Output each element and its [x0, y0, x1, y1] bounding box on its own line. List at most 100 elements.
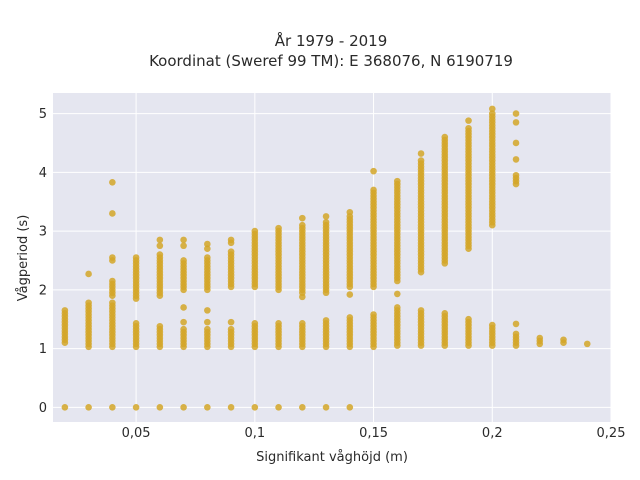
data-point [417, 157, 425, 164]
data-point [180, 242, 187, 250]
data-point [583, 340, 591, 348]
data-point [488, 321, 496, 329]
data-point [85, 299, 92, 307]
data-point [85, 270, 92, 278]
chart-title: År 1979 - 2019 [275, 31, 388, 50]
data-point [109, 254, 116, 261]
data-point [536, 334, 544, 342]
data-point [251, 320, 259, 327]
data-point [488, 105, 496, 113]
x-tick-label: 0,2 [482, 426, 503, 441]
chart-subtitle: Koordinat (Sweref 99 TM): E 368076, N 61… [149, 52, 513, 70]
y-tick-label: 4 [39, 166, 47, 181]
data-point [370, 311, 377, 318]
data-point [180, 318, 187, 326]
data-point [465, 315, 472, 323]
data-point [560, 336, 567, 344]
data-point [132, 320, 140, 327]
data-point [204, 254, 211, 261]
data-point [109, 210, 116, 217]
plot-area [53, 93, 611, 422]
data-point [393, 304, 401, 311]
data-point [417, 307, 425, 314]
data-point [109, 179, 116, 186]
y-tick-label: 0 [39, 401, 47, 416]
data-point [156, 236, 164, 244]
data-point [204, 325, 211, 333]
data-point [299, 221, 306, 229]
data-point [132, 404, 140, 411]
data-point [227, 404, 235, 411]
data-point [299, 320, 306, 327]
data-point [299, 404, 306, 411]
data-point [417, 150, 425, 157]
data-point [275, 404, 282, 411]
data-point [275, 224, 282, 232]
data-point [322, 317, 330, 324]
data-point [512, 330, 520, 338]
data-point [393, 290, 401, 298]
data-point [512, 156, 520, 163]
data-point [180, 257, 187, 264]
data-point [180, 404, 187, 411]
data-point [156, 322, 164, 330]
data-point [512, 119, 520, 126]
data-point [322, 218, 330, 226]
data-point [204, 245, 211, 252]
data-point [441, 310, 449, 317]
data-point [109, 404, 116, 411]
y-tick-label: 5 [39, 107, 47, 122]
data-point [204, 240, 211, 248]
data-point [512, 139, 520, 147]
data-point [204, 318, 211, 326]
data-point [465, 117, 472, 124]
data-point [156, 404, 164, 411]
data-point [109, 277, 116, 285]
data-point [346, 314, 354, 321]
data-point [393, 177, 401, 185]
data-point [227, 318, 235, 326]
data-point [61, 307, 69, 314]
data-points [61, 105, 591, 411]
data-point [346, 208, 354, 216]
data-point [512, 171, 520, 179]
y-tick-labels: 0 1 2 3 4 5 [39, 107, 47, 416]
x-tick-label: 0,25 [597, 426, 626, 441]
data-point [322, 404, 330, 411]
x-tick-label: 0,15 [359, 426, 388, 441]
data-point [132, 254, 140, 261]
data-point [251, 227, 259, 235]
data-point [156, 251, 164, 258]
x-tick-label: 0,05 [122, 426, 151, 441]
data-point [180, 304, 187, 311]
x-tick-label: 0,1 [244, 426, 265, 441]
data-point [322, 289, 330, 297]
y-axis-label: Vågperiod (s) [16, 215, 31, 302]
data-point [299, 293, 306, 301]
data-point [227, 248, 235, 255]
data-point [488, 110, 496, 117]
data-point [346, 291, 354, 298]
data-point [441, 133, 449, 141]
data-point [61, 404, 69, 411]
data-point [180, 325, 187, 333]
data-point [370, 167, 377, 175]
data-point [180, 236, 187, 244]
data-point [156, 242, 164, 250]
data-point [85, 404, 92, 411]
data-point [322, 213, 330, 220]
y-tick-label: 3 [39, 225, 47, 240]
data-point [227, 325, 235, 333]
data-point [299, 214, 306, 222]
data-point [109, 299, 116, 307]
data-point [465, 124, 472, 132]
data-point [370, 186, 377, 194]
data-point [251, 404, 259, 411]
data-point [346, 404, 354, 411]
x-axis-label: Signifikant våghöjd (m) [256, 450, 408, 465]
y-tick-label: 2 [39, 283, 47, 298]
data-point [512, 320, 520, 328]
data-point [275, 320, 282, 327]
data-point [204, 404, 211, 411]
